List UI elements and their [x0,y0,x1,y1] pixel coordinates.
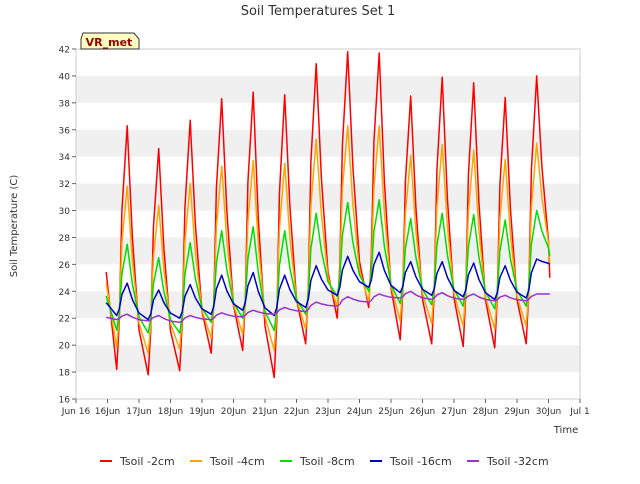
y-tick-label: 16 [59,396,71,406]
grid-band [76,345,580,373]
x-tick-label: Jun 16 [61,407,91,417]
grid-band [76,183,580,211]
x-tick-label: Jul 1 [569,407,589,417]
x-tick-label: 22Jun [284,407,310,417]
y-tick-label: 26 [59,261,71,271]
y-tick-label: 40 [59,72,71,82]
x-tick-label: 23Jun [315,407,341,417]
station-badge-label: VR_met [86,36,133,49]
station-badge: VR_met [80,32,140,50]
y-tick-label: 20 [59,342,71,352]
y-tick-label: 34 [59,153,71,163]
x-axis: Jun 16 16Jun 17Jun 18Jun 19Jun 20Jun 21Jun 22Ju… [61,399,590,417]
y-tick-label: 18 [59,369,71,379]
x-tick-label: 26Jun [410,407,436,417]
x-tick-label: 30Jun [536,407,562,417]
x-tick-label: 27Jun [441,407,467,417]
x-tick-label: 28Jun [473,407,499,417]
grid-band [76,75,580,103]
y-tick-label: 36 [59,126,71,136]
legend-label: Tsoil -4cm [209,455,265,468]
y-axis: 16 18 20 22 24 26 28 30 32 34 36 38 40 42 [59,46,76,406]
legend-label: Tsoil -2cm [119,455,175,468]
y-tick-label: 22 [59,315,70,325]
x-tick-label: 16Jun [95,407,121,417]
y-tick-label: 38 [59,99,71,109]
x-tick-label: 18Jun [158,407,184,417]
y-tick-label: 42 [59,46,70,56]
y-tick-label: 28 [59,234,71,244]
legend-label: Tsoil -8cm [299,455,355,468]
x-tick-label: 21Jun [252,407,278,417]
chart-title: Soil Temperatures Set 1 [241,4,396,19]
series-line-4 [106,290,550,324]
y-tick-label: 32 [59,180,70,190]
grid-band [76,237,580,265]
x-tick-label: 20Jun [221,407,247,417]
x-tick-label: 24Jun [347,407,373,417]
y-axis-label: Soil Temperature (C) [9,175,20,278]
y-tick-label: 24 [59,288,71,298]
x-axis-label: Time [553,425,578,436]
series-lines [105,50,551,379]
legend-label: Tsoil -16cm [389,455,452,468]
series-line-3 [105,251,551,321]
grid-bands [76,75,580,373]
x-tick-label: 29Jun [504,407,530,417]
x-tick-label: 17Jun [126,407,152,417]
grid-band [76,129,580,157]
legend: Tsoil -2cm Tsoil -4cm Tsoil -8cm Tsoil -16c… [100,455,549,468]
legend-label: Tsoil -32cm [486,455,549,468]
x-tick-label: 19Jun [189,407,215,417]
y-tick-label: 30 [59,207,71,217]
x-tick-label: 25Jun [378,407,404,417]
